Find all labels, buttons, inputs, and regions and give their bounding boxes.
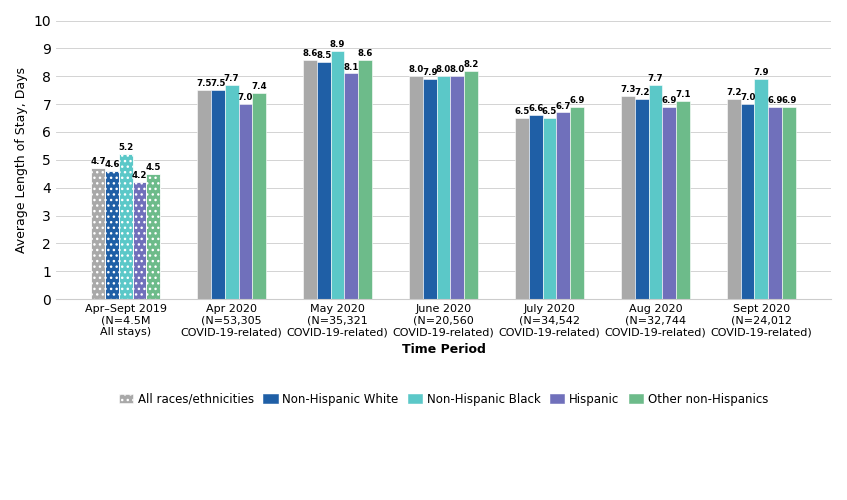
Bar: [740, 104, 755, 299]
Text: 4.2: 4.2: [132, 171, 147, 180]
Text: 8.5: 8.5: [316, 52, 331, 60]
Text: 8.0: 8.0: [436, 66, 451, 74]
Bar: [570, 107, 584, 299]
Text: 6.9: 6.9: [767, 96, 783, 105]
Text: 7.0: 7.0: [740, 93, 756, 102]
Text: 6.7: 6.7: [556, 102, 571, 110]
Bar: [727, 98, 740, 299]
Bar: [147, 174, 160, 299]
Bar: [133, 182, 147, 299]
Bar: [676, 102, 689, 299]
Bar: [91, 168, 105, 299]
Bar: [345, 74, 358, 299]
Bar: [358, 60, 372, 299]
Bar: [239, 104, 252, 299]
Text: 7.5: 7.5: [210, 79, 225, 88]
Bar: [515, 118, 529, 299]
Bar: [451, 76, 464, 299]
Text: 4.6: 4.6: [104, 160, 119, 169]
Text: 7.3: 7.3: [620, 85, 635, 94]
Bar: [768, 107, 782, 299]
Text: 4.7: 4.7: [91, 158, 106, 166]
Bar: [662, 107, 676, 299]
Text: 8.2: 8.2: [463, 60, 479, 68]
Text: 7.9: 7.9: [422, 68, 438, 77]
Text: 7.9: 7.9: [754, 68, 769, 77]
Text: 7.0: 7.0: [238, 93, 253, 102]
Bar: [437, 76, 451, 299]
Bar: [755, 79, 768, 299]
Bar: [105, 171, 119, 299]
Text: 6.9: 6.9: [781, 96, 796, 105]
Bar: [91, 168, 105, 299]
Text: 8.0: 8.0: [408, 66, 424, 74]
Text: 7.4: 7.4: [252, 82, 267, 91]
Bar: [119, 154, 133, 299]
Bar: [409, 76, 423, 299]
Bar: [133, 182, 147, 299]
Text: 8.6: 8.6: [357, 48, 373, 58]
Text: 6.5: 6.5: [514, 107, 529, 116]
Text: 7.7: 7.7: [224, 74, 240, 82]
Text: 6.9: 6.9: [569, 96, 584, 105]
Text: 8.1: 8.1: [344, 62, 359, 72]
Text: 7.1: 7.1: [675, 90, 690, 100]
Text: 6.5: 6.5: [542, 107, 557, 116]
X-axis label: Time Period: Time Period: [401, 343, 485, 356]
Text: 7.5: 7.5: [197, 79, 212, 88]
Text: 7.2: 7.2: [726, 88, 742, 96]
Text: 8.0: 8.0: [450, 66, 465, 74]
Bar: [119, 154, 133, 299]
Text: 4.5: 4.5: [146, 163, 161, 172]
Bar: [423, 79, 437, 299]
Text: 5.2: 5.2: [118, 144, 133, 152]
Bar: [464, 70, 478, 299]
Bar: [649, 84, 662, 299]
Bar: [211, 90, 224, 299]
Bar: [224, 84, 239, 299]
Bar: [529, 116, 543, 299]
Bar: [782, 107, 796, 299]
Text: 7.2: 7.2: [634, 88, 650, 96]
Bar: [147, 174, 160, 299]
Text: 6.9: 6.9: [662, 96, 677, 105]
Bar: [634, 98, 649, 299]
Text: 7.7: 7.7: [648, 74, 663, 82]
Bar: [252, 93, 266, 299]
Bar: [197, 90, 211, 299]
Bar: [556, 112, 570, 299]
Bar: [621, 96, 634, 299]
Bar: [543, 118, 556, 299]
Y-axis label: Average Length of Stay, Days: Average Length of Stay, Days: [15, 67, 28, 253]
Legend: All races/ethnicities, Non-Hispanic White, Non-Hispanic Black, Hispanic, Other n: All races/ethnicities, Non-Hispanic Whit…: [114, 388, 772, 410]
Bar: [330, 51, 345, 299]
Text: 6.6: 6.6: [528, 104, 544, 114]
Text: 8.9: 8.9: [329, 40, 346, 49]
Bar: [317, 62, 330, 299]
Text: 8.6: 8.6: [302, 48, 318, 58]
Bar: [105, 171, 119, 299]
Bar: [303, 60, 317, 299]
